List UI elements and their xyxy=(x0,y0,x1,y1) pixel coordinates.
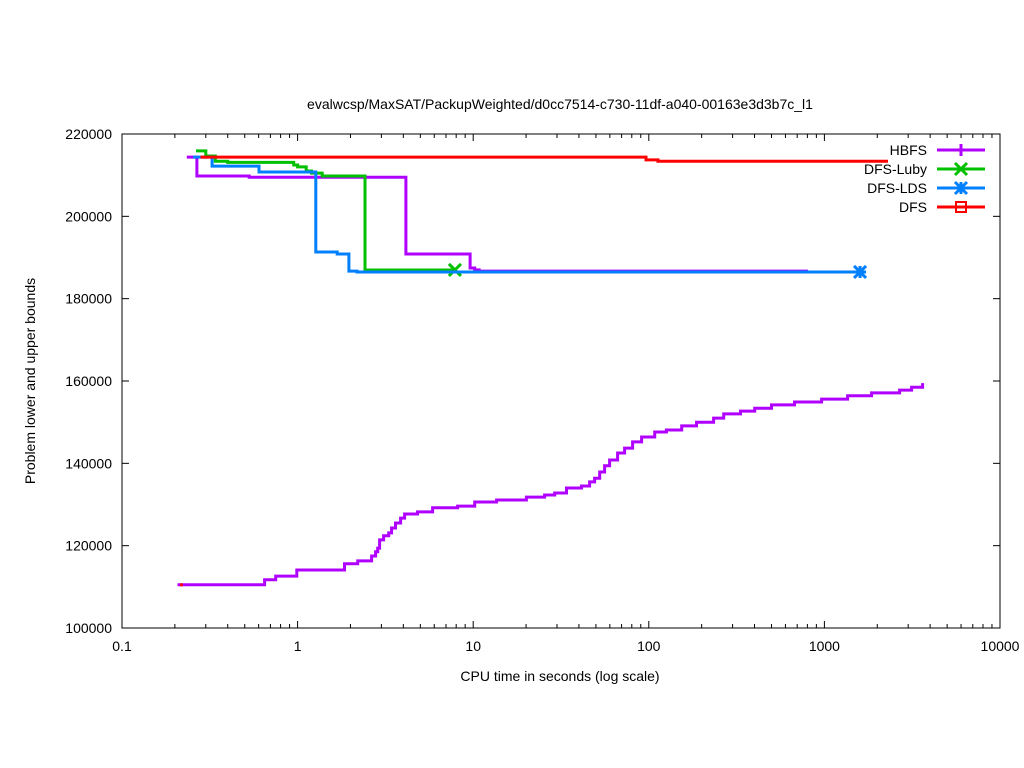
y-tick-label: 200000 xyxy=(65,208,112,224)
series-line-hbfs xyxy=(177,383,925,587)
legend-label-dfs-luby: DFS-Luby xyxy=(864,161,927,177)
marker-dfs-luby xyxy=(447,262,462,278)
series-group xyxy=(177,149,925,587)
legend-label-dfs: DFS xyxy=(899,199,927,215)
y-tick-label: 120000 xyxy=(65,538,112,554)
series-dfs xyxy=(180,155,888,587)
legend-label-hbfs: HBFS xyxy=(890,142,927,158)
chart-title: evalwcsp/MaxSAT/PackupWeighted/d0cc7514-… xyxy=(307,96,813,112)
y-tick-label: 140000 xyxy=(65,455,112,471)
x-tick-label: 10000 xyxy=(981,638,1020,654)
y-tick-label: 220000 xyxy=(65,126,112,142)
legend-marker-hbfs xyxy=(955,144,967,156)
x-axis-label: CPU time in seconds (log scale) xyxy=(460,668,659,684)
y-axis-label: Problem lower and upper bounds xyxy=(22,278,38,484)
y-tick-label: 180000 xyxy=(65,291,112,307)
x-tick-label: 1000 xyxy=(809,638,840,654)
series-line-dfs xyxy=(200,155,888,163)
series-dfs-lds xyxy=(193,155,868,280)
legend-marker-dfs xyxy=(955,201,967,213)
series-line-dfs-lds xyxy=(193,155,861,274)
legend: HBFS DFS-Luby DFS-LDS DFS xyxy=(864,142,985,215)
x-tick-label: 0.1 xyxy=(112,638,132,654)
legend-marker-dfs-lds xyxy=(953,180,969,196)
marker-dfs-lds xyxy=(852,264,868,280)
y-tick-label: 160000 xyxy=(65,373,112,389)
legend-marker-dfs-luby xyxy=(953,161,969,177)
x-tick-label: 10 xyxy=(465,638,481,654)
axes: 0.1 1 10 100 1000 10000 100000 120000 140000 1600… xyxy=(65,126,1019,654)
x-tick-label: 100 xyxy=(637,638,661,654)
legend-label-dfs-lds: DFS-LDS xyxy=(867,180,927,196)
series-line-hbfs xyxy=(186,155,808,273)
y-tick-label: 100000 xyxy=(65,620,112,636)
series-hbfs xyxy=(177,155,925,587)
x-tick-label: 1 xyxy=(294,638,302,654)
